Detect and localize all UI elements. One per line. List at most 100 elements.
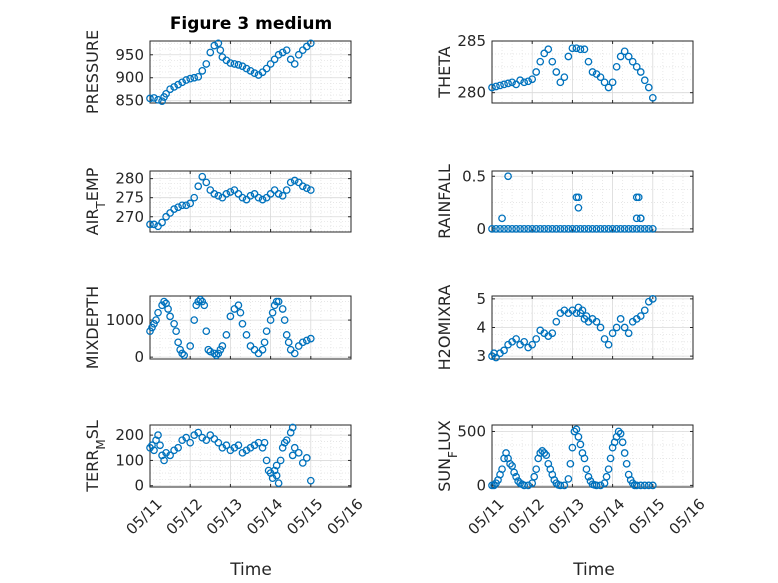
data-point	[146, 94, 154, 103]
data-point	[574, 193, 583, 202]
data-point	[276, 456, 285, 465]
data-point	[504, 172, 512, 181]
data-point	[528, 75, 537, 84]
ylabel-terr-msl: TERRMSL	[83, 420, 108, 493]
data-point	[160, 456, 168, 465]
series-h2omixra	[488, 295, 657, 362]
data-point	[306, 476, 315, 485]
data-point	[524, 481, 533, 490]
data-point	[260, 438, 269, 447]
data-point	[568, 44, 577, 53]
data-point	[504, 79, 512, 88]
data-point	[190, 193, 199, 202]
data-point	[616, 52, 625, 61]
data-point	[588, 68, 597, 76]
data-point	[198, 67, 207, 75]
xtick-label: 05/16	[323, 495, 366, 538]
data-point	[636, 214, 645, 223]
data-point	[584, 224, 593, 233]
data-point	[628, 224, 637, 233]
data-point	[612, 224, 621, 233]
data-point	[540, 49, 549, 58]
data-point	[262, 327, 271, 336]
data-point	[234, 301, 243, 310]
data-point	[616, 224, 625, 233]
data-point	[572, 44, 581, 53]
data-point	[194, 72, 203, 81]
ytick-label: 100	[115, 451, 144, 469]
data-point	[218, 193, 227, 202]
axes-box-air-temp	[149, 170, 352, 233]
data-point	[278, 305, 287, 313]
axes-box-terr-msl	[149, 424, 352, 488]
data-point	[262, 193, 271, 202]
data-point	[186, 74, 195, 83]
data-point	[496, 81, 504, 90]
data-point	[222, 190, 231, 198]
data-point	[600, 78, 609, 87]
data-point	[214, 191, 223, 200]
ylabel-h2omixra: H2OMIXRA	[435, 285, 454, 371]
ytick-label: 270	[115, 208, 144, 226]
data-point	[580, 454, 589, 463]
data-point	[604, 340, 613, 349]
xtick-label: 05/11	[464, 495, 507, 538]
data-point	[266, 316, 275, 324]
data-point	[250, 69, 259, 77]
axes-box-pressure	[149, 40, 352, 104]
series-theta	[488, 44, 657, 102]
data-point	[560, 481, 569, 490]
data-point	[148, 323, 156, 332]
ytick-label: 850	[115, 92, 144, 110]
xtick-label: 05/13	[545, 495, 588, 538]
data-point	[298, 182, 307, 191]
data-point	[164, 305, 172, 313]
data-point	[520, 337, 529, 346]
data-point	[206, 347, 215, 356]
ytick-label: 5	[476, 290, 486, 308]
data-point	[214, 39, 223, 48]
data-point	[548, 57, 557, 66]
data-point	[216, 345, 225, 354]
data-point	[262, 64, 271, 73]
data-point	[154, 95, 162, 104]
data-point	[260, 338, 269, 347]
data-point	[552, 224, 561, 233]
data-point	[246, 191, 255, 200]
panel-h2omixra: 3 4 5 H2OMIXRA	[435, 285, 694, 371]
xlabel-right: Time	[572, 560, 615, 580]
data-point	[532, 465, 541, 474]
data-point	[552, 68, 561, 76]
data-point	[604, 465, 613, 474]
data-point	[574, 203, 583, 212]
xtick-label: 05/16	[665, 495, 708, 538]
data-point	[564, 475, 573, 483]
data-point	[198, 172, 207, 181]
data-point	[294, 178, 303, 187]
data-point	[576, 224, 585, 233]
data-point	[620, 449, 629, 457]
data-point	[150, 94, 158, 102]
data-point	[608, 224, 617, 233]
data-point	[270, 55, 279, 64]
data-point	[170, 83, 178, 91]
data-point	[282, 331, 291, 339]
data-point	[620, 47, 629, 56]
data-point	[264, 466, 273, 475]
data-point	[498, 214, 506, 223]
data-point	[180, 351, 189, 360]
data-point	[210, 190, 219, 198]
ytick-label: 285	[457, 32, 486, 50]
data-point	[540, 224, 549, 233]
data-point	[152, 316, 160, 324]
data-point	[576, 440, 585, 449]
data-point	[238, 62, 247, 71]
data-point	[532, 335, 541, 343]
data-point	[582, 465, 591, 474]
data-point	[612, 323, 621, 332]
data-point	[552, 317, 561, 326]
ytick-label: 950	[115, 46, 144, 64]
series-terr-msl	[146, 423, 315, 488]
